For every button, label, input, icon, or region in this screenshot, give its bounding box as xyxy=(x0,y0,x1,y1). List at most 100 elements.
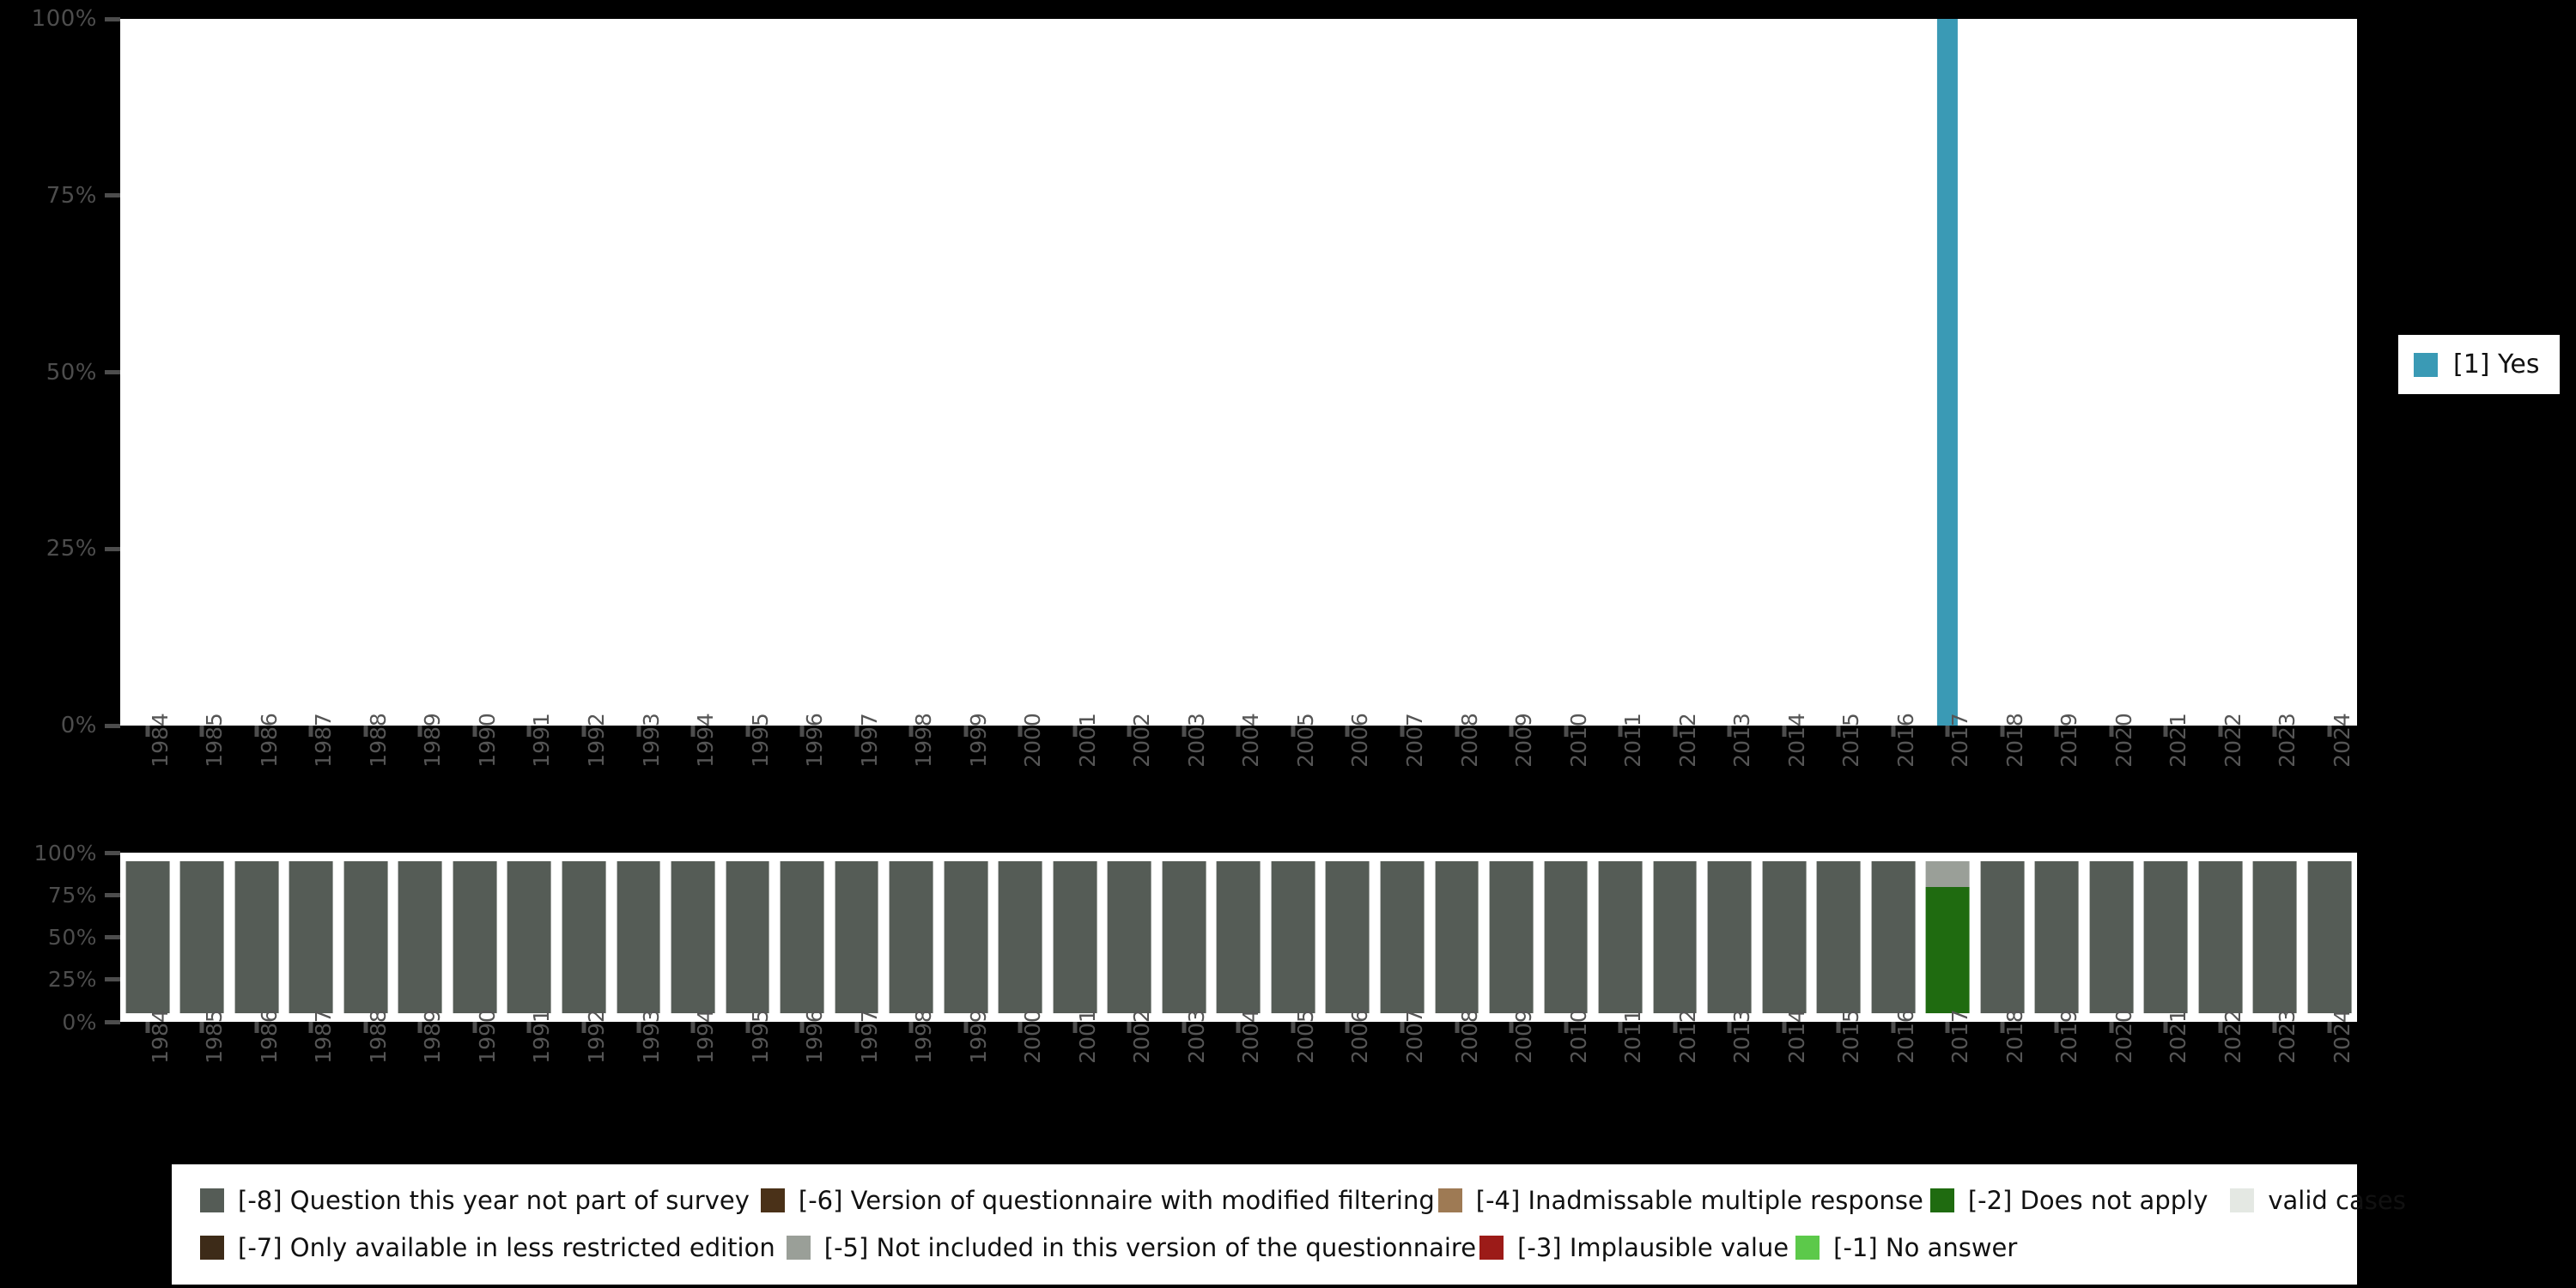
x-tick-mark xyxy=(636,726,641,737)
availability-bar-column xyxy=(993,861,1048,1013)
availability-bar-segment xyxy=(289,861,333,1013)
availability-bar-column xyxy=(1484,861,1539,1013)
availability-bar-stack xyxy=(179,861,224,1013)
legend-item: [-5] Not included in this version of the… xyxy=(786,1233,1476,1262)
x-tick-mark xyxy=(908,726,914,737)
availability-bar-column xyxy=(1266,861,1321,1013)
y-tick-label: 25% xyxy=(47,967,97,993)
legend-label: [-1] No answer xyxy=(1833,1232,2018,1262)
availability-bar-column xyxy=(1921,861,1976,1013)
legend-swatch xyxy=(2230,1188,2255,1212)
availability-bar-stack xyxy=(1762,861,1807,1013)
availability-bar-column xyxy=(2139,861,2194,1013)
x-tick-2001: 2001 xyxy=(1048,1009,1103,1142)
x-tick-1999: 1999 xyxy=(939,713,993,850)
x-tick-label: 2001 xyxy=(1074,1009,1100,1064)
main-chart-legend: [1] Yes xyxy=(2398,335,2561,394)
availability-bar-column xyxy=(1430,861,1485,1013)
y-tick-mark xyxy=(105,193,120,198)
x-tick-mark xyxy=(199,726,204,737)
availability-bar-stack xyxy=(1107,861,1151,1013)
x-tick-label: 1997 xyxy=(856,1009,882,1064)
main-bar-column xyxy=(556,19,611,726)
x-tick-2005: 2005 xyxy=(1266,713,1321,850)
x-tick-label: 1985 xyxy=(202,713,228,768)
main-bar-column xyxy=(611,19,666,726)
x-tick-label: 1990 xyxy=(474,1009,500,1064)
x-tick-label: 2015 xyxy=(1838,713,1864,768)
main-bar-column xyxy=(2084,19,2139,726)
main-bar-column xyxy=(502,19,557,726)
availability-bar-column xyxy=(1648,861,1703,1013)
availability-chart-x-axis: 1984 1985 1986 1987 1988 1989 1990 1991 1992 1993… xyxy=(120,1009,2357,1142)
availability-bar-column xyxy=(884,861,939,1013)
x-tick-1992: 1992 xyxy=(556,713,611,850)
main-bar-column xyxy=(1811,19,1866,726)
legend-label: [-8] Question this year not part of surv… xyxy=(238,1185,750,1215)
x-tick-mark xyxy=(1782,1022,1787,1033)
x-tick-label: 2016 xyxy=(1893,1009,1918,1064)
x-tick-2014: 2014 xyxy=(1757,713,1812,850)
x-tick-label: 1995 xyxy=(747,713,773,768)
x-tick-label: 1997 xyxy=(856,713,882,768)
availability-bar-column xyxy=(1757,861,1812,1013)
legend-label: [-6] Version of questionnaire with modif… xyxy=(798,1185,1435,1215)
x-tick-label: 2009 xyxy=(1511,713,1537,768)
x-tick-label: 1998 xyxy=(911,713,937,768)
availability-bar-column xyxy=(1375,861,1430,1013)
x-tick-label: 2007 xyxy=(1401,1009,1427,1064)
main-bar-column xyxy=(284,19,339,726)
x-tick-mark xyxy=(2054,726,2059,737)
x-tick-mark xyxy=(472,1022,477,1033)
availability-bar-segment xyxy=(343,861,388,1013)
x-tick-label: 2024 xyxy=(2330,713,2355,768)
availability-bar-stack xyxy=(2034,861,2079,1013)
availability-bar-stack xyxy=(726,861,770,1013)
x-tick-label: 1991 xyxy=(529,713,555,768)
x-tick-mark xyxy=(1127,726,1132,737)
legend-label: [-2] Does not apply xyxy=(1967,1185,2208,1215)
x-tick-2016: 2016 xyxy=(1866,1009,1921,1142)
x-tick-label: 2019 xyxy=(2057,1009,2082,1064)
x-tick-label: 2024 xyxy=(2330,1009,2355,1064)
x-tick-mark xyxy=(745,1022,750,1033)
x-tick-1992: 1992 xyxy=(556,1009,611,1142)
legend-item: [-8] Question this year not part of surv… xyxy=(200,1186,750,1215)
x-tick-label: 1986 xyxy=(256,713,282,768)
availability-bar-segment xyxy=(2253,861,2297,1013)
x-tick-mark xyxy=(1618,726,1623,737)
availability-bar-column xyxy=(2084,861,2139,1013)
availability-bar-segment xyxy=(562,861,606,1013)
availability-bar-segment xyxy=(671,861,715,1013)
y-tick-mark xyxy=(105,723,120,728)
x-tick-1995: 1995 xyxy=(720,1009,775,1142)
x-tick-mark xyxy=(1673,726,1678,737)
main-bar-column xyxy=(1375,19,1430,726)
x-tick-label: 2019 xyxy=(2057,713,2082,768)
x-tick-mark xyxy=(1291,726,1296,737)
x-tick-mark xyxy=(1509,1022,1514,1033)
x-tick-label: 1998 xyxy=(911,1009,937,1064)
legend-swatch xyxy=(786,1235,811,1260)
x-tick-1998: 1998 xyxy=(884,1009,939,1142)
x-tick-1989: 1989 xyxy=(393,1009,448,1142)
availability-chart-bars xyxy=(120,853,2357,1022)
x-tick-label: 2012 xyxy=(1674,713,1700,768)
x-tick-label: 2004 xyxy=(1238,713,1264,768)
x-tick-label: 1985 xyxy=(202,1009,228,1064)
x-tick-1987: 1987 xyxy=(284,713,339,850)
availability-bar-segment xyxy=(179,861,224,1013)
legend-item: [-6] Version of questionnaire with modif… xyxy=(760,1185,1435,1215)
x-tick-2015: 2015 xyxy=(1811,1009,1866,1142)
availability-bar-column xyxy=(939,861,993,1013)
x-tick-2002: 2002 xyxy=(1103,1009,1157,1142)
main-bar-column xyxy=(2193,19,2248,726)
x-tick-label: 1992 xyxy=(584,1009,610,1064)
main-bar-column xyxy=(1266,19,1321,726)
availability-bar-segment xyxy=(2034,861,2079,1013)
availability-bar-segment xyxy=(1053,861,1097,1013)
main-bar-column xyxy=(229,19,284,726)
availability-bar-column xyxy=(1593,861,1648,1013)
x-tick-label: 2015 xyxy=(1838,1009,1864,1064)
availability-bar-segment xyxy=(453,861,497,1013)
